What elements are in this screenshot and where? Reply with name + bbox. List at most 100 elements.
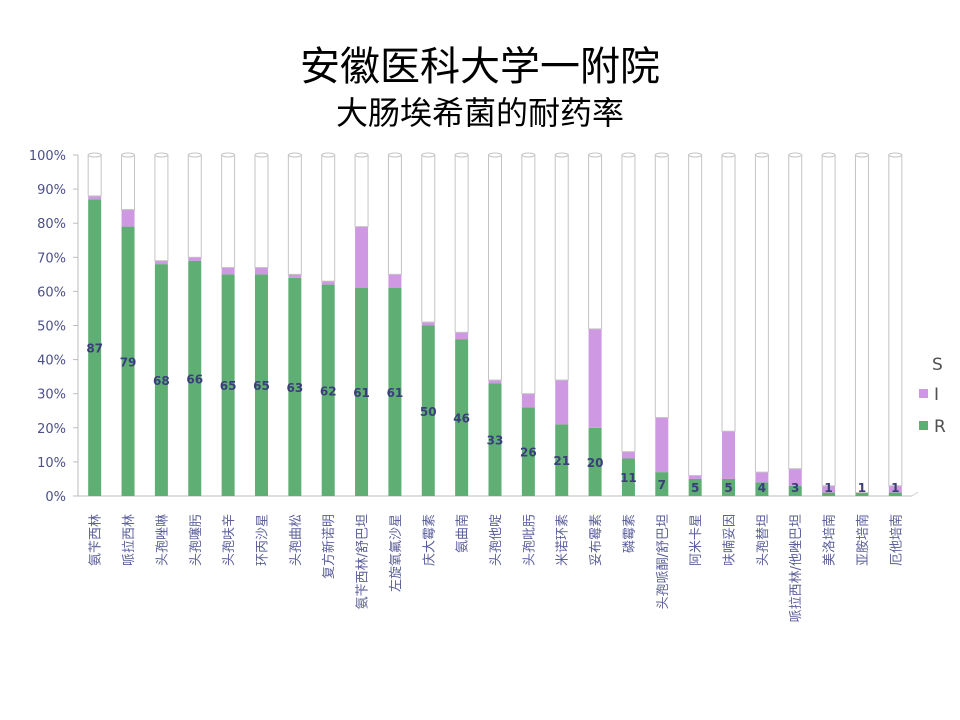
bar-cap [688,152,703,158]
bar-segment-R [321,284,335,496]
bar-segment-S [688,154,703,477]
bar-cap [321,152,336,158]
legend-swatch [919,421,928,430]
bar-segment-I [588,328,602,428]
y-tick-label: 10% [37,456,66,471]
bar-cap [821,152,836,158]
bar-segment-S [354,154,369,228]
bar-segment-R [388,287,402,496]
x-axis-labels: 氨苄西林 哌拉西林 头孢唑啉 头孢噻肟 头孢呋辛 环丙沙星 头孢曲松 复方新诺明 氨苄西林/舒巴… [89,514,905,622]
bar-segment-S [221,154,236,269]
x-tick-label: 磷霉素 [622,514,637,553]
bar-segment-S [788,154,803,470]
bar-cap [287,152,302,158]
bar-cap [488,152,502,158]
bar-segment-I [355,226,369,288]
y-tick-label: 100% [29,149,66,164]
data-label: 21 [553,454,570,468]
bar-segment-R [288,277,302,496]
bar-cap [154,152,169,158]
bar-segment-R [221,274,235,496]
bar-segment-S [554,154,569,381]
floor-edge [911,491,919,497]
x-tick-label: 呋喃妥因 [723,514,738,566]
bar-segment-R [421,325,435,496]
x-tick-label: 氨苄西林/舒巴坦 [356,514,371,609]
data-label: 63 [286,381,303,395]
data-label: 79 [120,355,137,369]
y-tick-label: 20% [37,422,66,437]
bar-segment-I [788,468,802,486]
x-tick-label: 左旋氧氟沙星 [389,514,404,592]
y-tick-label: 50% [37,320,66,335]
bar-segment-S [821,154,836,487]
x-tick-label: 妥布霉素 [589,514,604,566]
bar-segment-I [188,257,202,261]
bar-segment-S [121,154,136,211]
bar-segment-S [187,154,202,258]
data-label: 26 [520,446,537,460]
bar-segment-S [721,154,736,432]
legend-label: S [932,355,943,375]
bar-cap [754,152,769,158]
bar-segment-S [387,154,402,275]
bar-segment-R [555,424,569,496]
data-label: 65 [220,379,237,393]
bar-segment-R [488,383,502,496]
bar-cap [854,152,869,158]
bar-segment-I [254,267,268,275]
chart-title: 安徽医科大学一附院 [300,44,660,90]
x-tick-label: 庆大霉素 [422,514,437,566]
bar-cap [421,152,436,158]
bar-cap [254,152,269,158]
bar-segment-I [288,274,302,278]
bar-segment-R [621,458,635,496]
x-tick-label: 头孢唑啉 [154,514,170,566]
bar-segment-I [688,475,702,479]
x-tick-label: 哌拉西林 [121,514,137,566]
bar-cap [588,152,603,158]
bar-segment-S [488,154,502,381]
data-label: 5 [724,481,732,495]
bar-segment-S [421,154,436,323]
bar-segment-R [688,478,702,496]
data-label: 33 [487,434,504,448]
bar-segment-S [321,154,336,282]
bar-segment-S [287,154,302,275]
data-label: 61 [387,386,404,400]
x-tick-label: 头孢吡肟 [522,514,537,566]
bar-segment-S [654,154,669,419]
bar-segment-S [154,154,169,262]
bar-segment-I [221,267,235,275]
bar-segment-S [521,154,536,395]
bar-segment-R [822,492,836,496]
x-tick-label: 头孢噻肟 [188,514,204,566]
bar-segment-R [121,226,135,497]
bar-segment-I [888,485,902,493]
bar-segment-S [888,154,903,487]
data-label: 46 [453,412,470,426]
y-tick-label: 60% [37,285,66,300]
bar-cap [654,152,669,158]
bar-segment-R [154,264,168,496]
bar-cap [221,152,236,158]
bar-segment-R [521,407,535,496]
data-label: 68 [153,374,170,388]
data-label: 4 [758,481,766,495]
x-tick-label: 复方新诺明 [321,514,337,579]
bar-segment-S [588,154,603,330]
y-tick-label: 70% [37,251,66,266]
bar-segment-I [621,451,635,459]
bar-segment-I [488,380,502,384]
bar-segment-I [521,393,535,408]
y-tick-label: 40% [37,354,66,369]
bar-segment-I [421,322,435,326]
x-tick-label: 亚胺培南 [855,514,871,566]
data-label: 62 [320,384,337,398]
legend: SIR [919,355,946,437]
bar-segment-S [254,154,269,269]
bar-segment-I [555,380,569,425]
y-tick-label: 90% [37,183,66,198]
bar-segment-R [722,478,736,496]
